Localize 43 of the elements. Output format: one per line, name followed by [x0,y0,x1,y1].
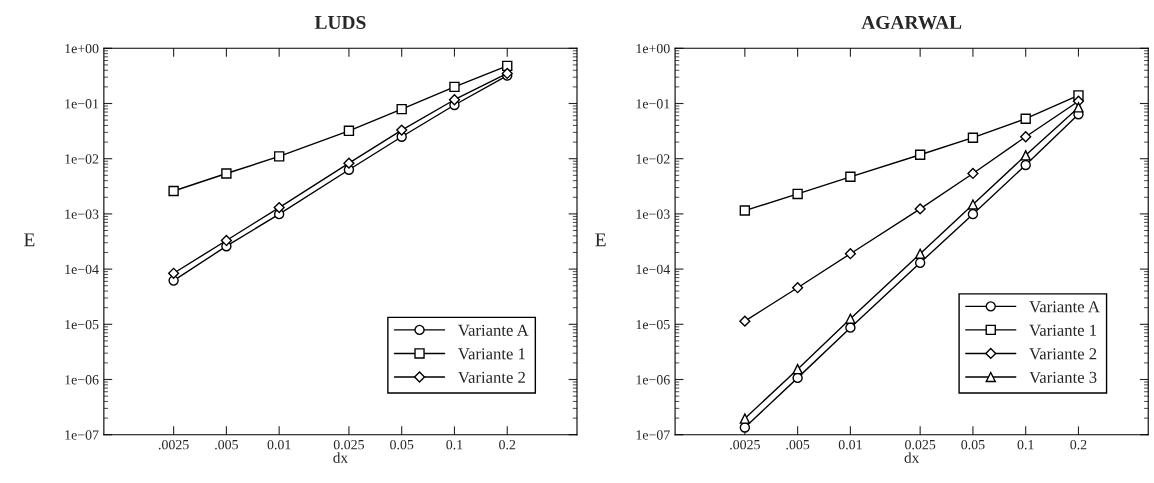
legend-label: Variante 2 [1029,348,1097,360]
y-axis-title: E [595,233,606,247]
x-tick-label: .0025 [730,439,760,450]
y-tick-label: 1e+00 [636,43,670,54]
legend-label: Variante A [1029,301,1100,313]
x-tick-label: 0.01 [267,439,291,450]
legend-label: Variante 2 [458,371,525,384]
y-tick-label: 1e−07 [636,430,670,440]
y-tick-label: 1e−02 [65,154,99,164]
legend-label: Variante 1 [1029,324,1097,336]
x-tick-label: 0.05 [390,439,414,450]
y-tick-label: 1e−05 [65,319,99,330]
x-tick-label: .005 [786,439,810,450]
x-axis-title: dx [333,452,348,463]
x-tick-label: 0.025 [333,439,365,450]
legend-label: Variante A [458,324,529,336]
legend-label: Variante 1 [458,348,525,360]
y-tick-label: 1e−03 [65,209,99,219]
x-tick-label: .0025 [158,439,189,450]
y-tick-label: 1e−06 [65,375,99,385]
legend-label: Variante 3 [1029,371,1097,384]
x-axis-title: dx [904,452,920,463]
x-tick-label: 0.01 [838,439,862,450]
x-tick-label: 0.2 [1070,439,1087,450]
x-tick-label: 0.1 [446,439,463,450]
x-tick-label: 0.05 [961,439,985,450]
y-tick-label: 1e−04 [65,264,99,275]
y-tick-label: 1e+00 [65,43,99,54]
y-tick-label: 1e−06 [636,375,670,385]
y-tick-label: 1e−04 [636,264,671,275]
y-tick-label: 1e−05 [636,319,670,330]
x-tick-label: 0.025 [905,439,936,450]
y-tick-label: 1e−03 [636,209,670,219]
y-tick-label: 1e−07 [65,430,99,440]
chart-title: AGARWAL [861,15,962,30]
x-tick-label: .005 [215,439,238,450]
chart-title: LUDS [314,15,366,30]
x-tick-label: 0.2 [499,439,516,450]
y-tick-label: 1e−01 [636,99,670,109]
y-axis-title: E [24,233,35,247]
x-tick-label: 0.1 [1017,439,1034,450]
y-tick-label: 1e−02 [636,154,670,164]
y-tick-label: 1e−01 [65,99,99,109]
